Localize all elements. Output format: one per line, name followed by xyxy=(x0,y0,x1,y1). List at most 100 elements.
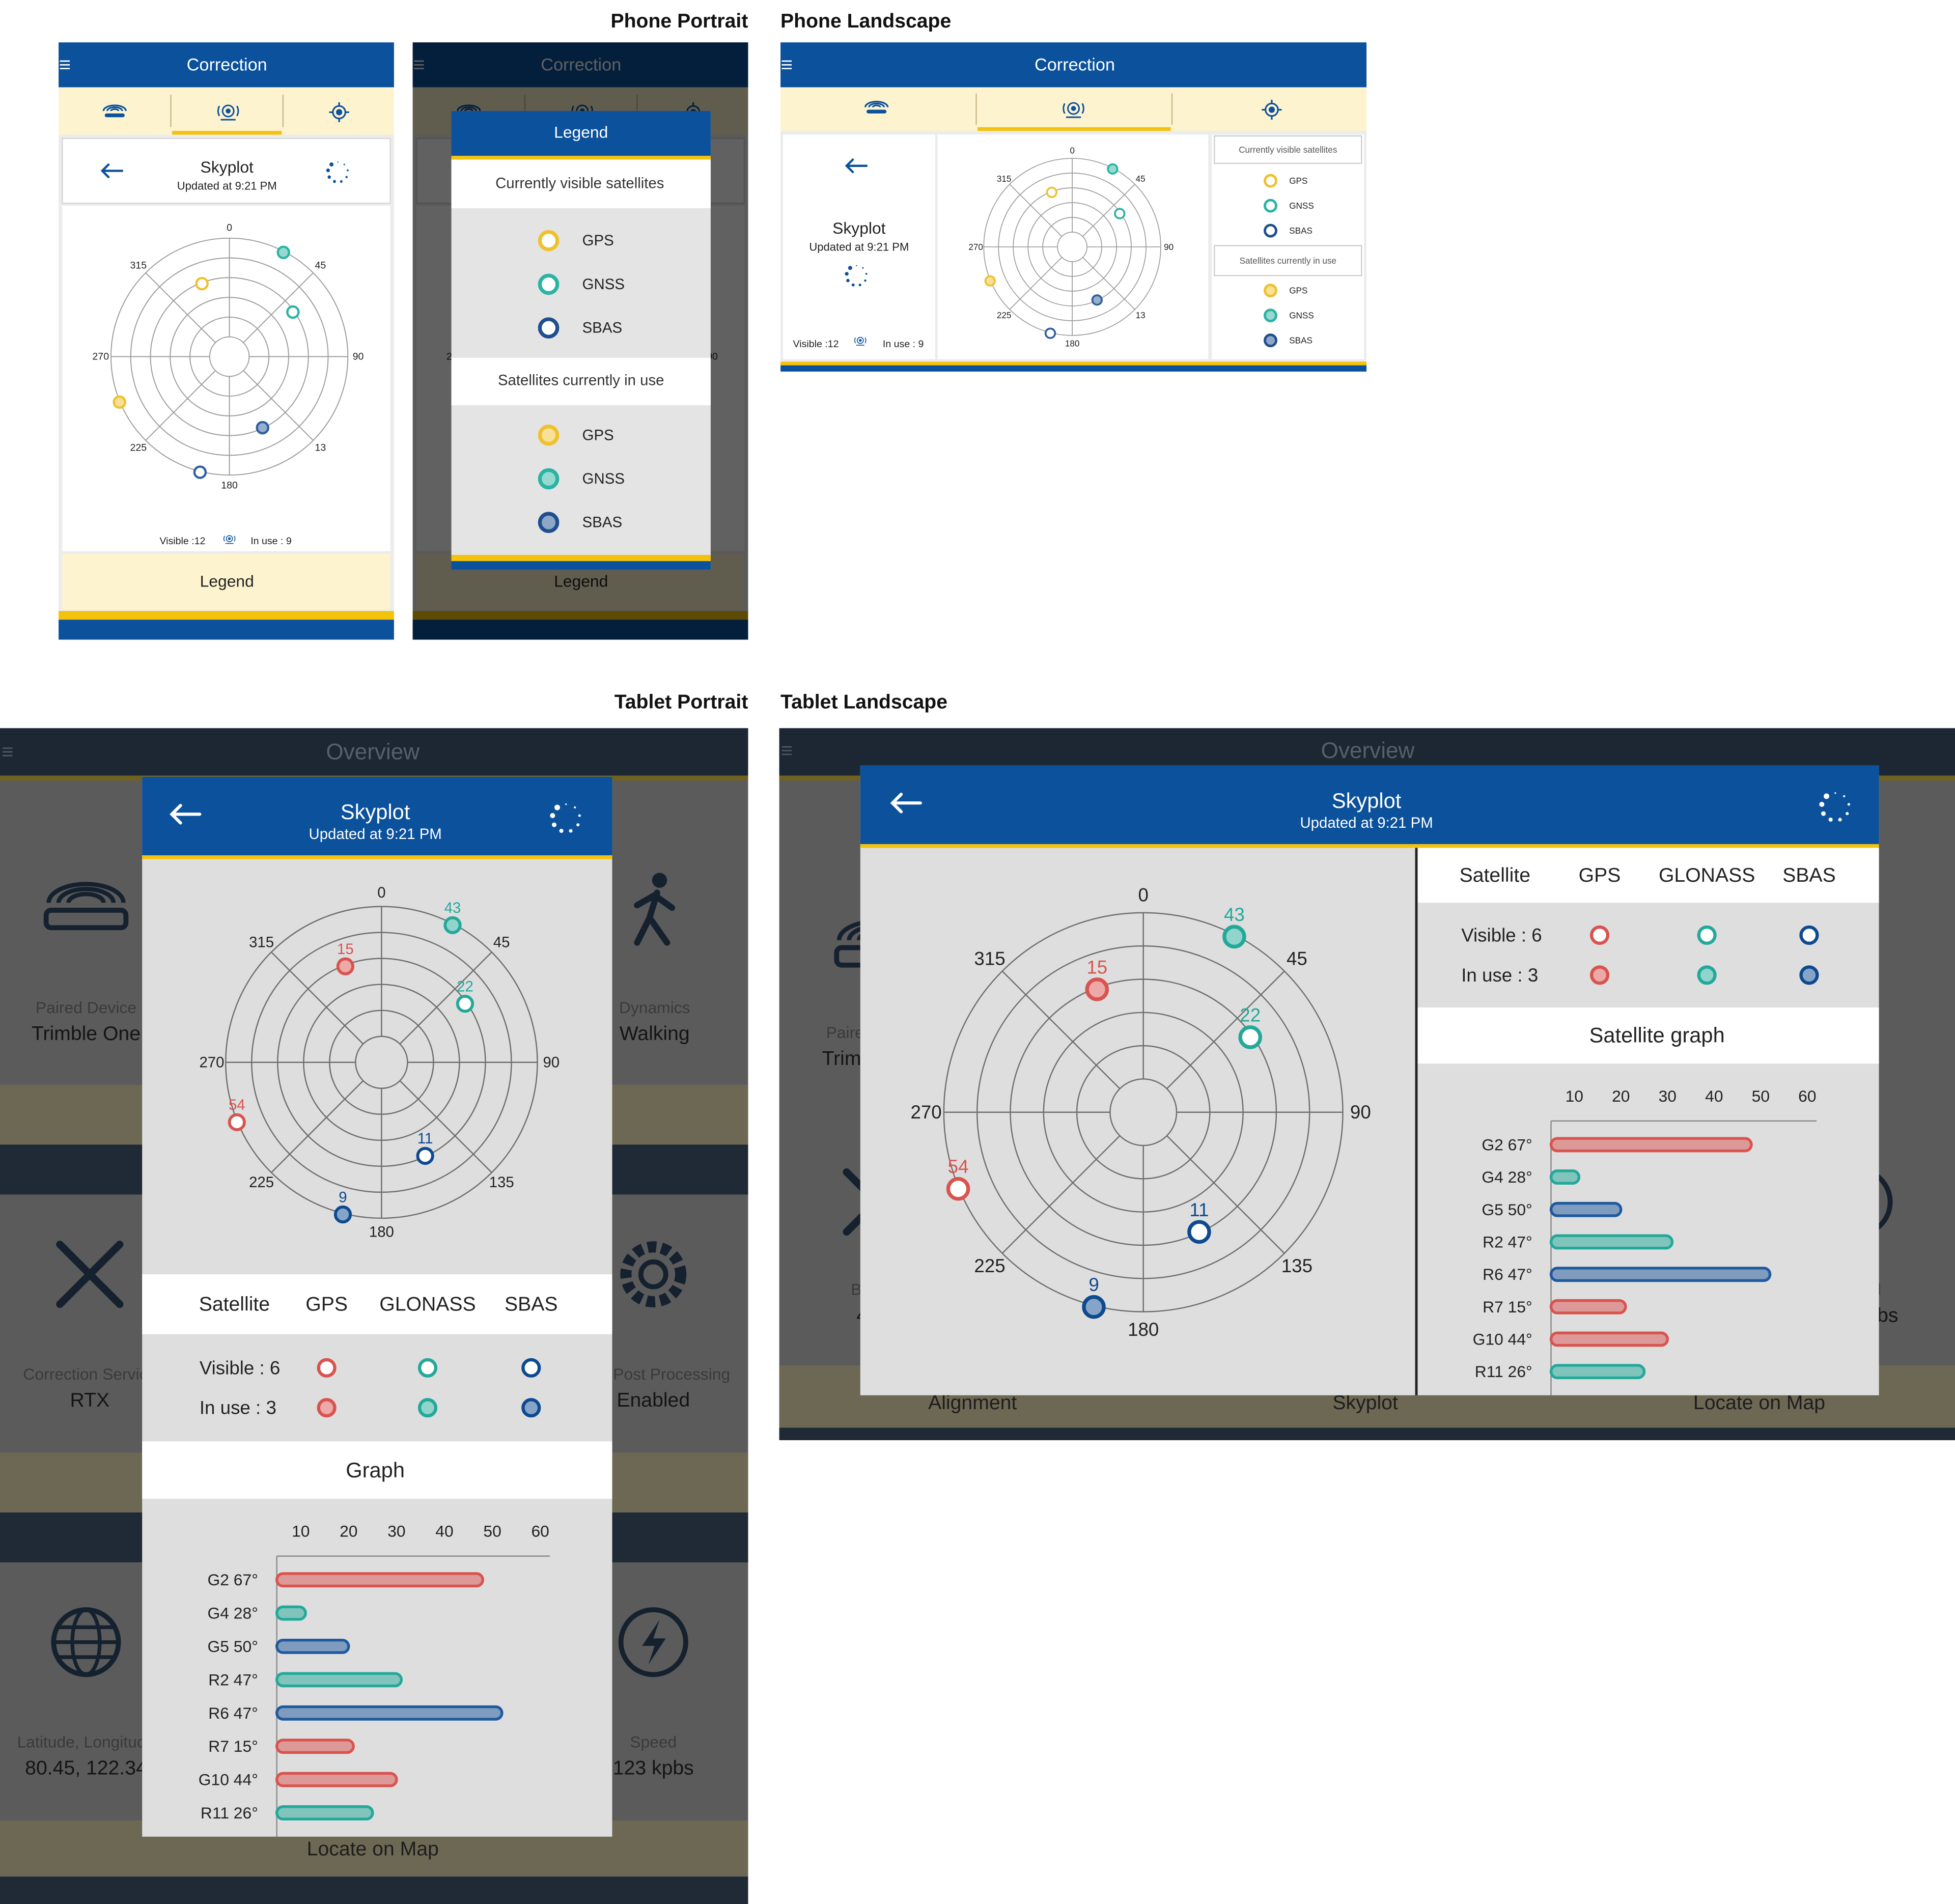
skyplot-spoke xyxy=(1082,257,1135,310)
status-marker xyxy=(1589,925,1610,945)
captions: Phone Portrait Phone Landscape Tablet Port… xyxy=(611,10,952,713)
legend-item: SBAS xyxy=(1289,335,1312,346)
table-header-cell: GLONASS xyxy=(379,1293,476,1315)
spinner xyxy=(343,163,345,165)
satellite xyxy=(416,1146,434,1165)
signal-bar xyxy=(1549,1267,1772,1282)
signal-bar xyxy=(275,1705,504,1721)
spinner xyxy=(858,284,861,287)
router-icon xyxy=(868,102,885,107)
section-bar xyxy=(0,1877,748,1904)
skyplot-spoke xyxy=(1082,184,1135,237)
app-bar xyxy=(0,728,748,776)
active-tab-indicator xyxy=(978,127,1171,131)
accent-line xyxy=(451,156,711,160)
compass-label: 180 xyxy=(1065,338,1080,348)
compass-label: 90 xyxy=(1164,242,1174,252)
signal-bar xyxy=(1549,1234,1674,1250)
compass-label: 135 xyxy=(1281,1255,1312,1276)
legend-marker xyxy=(1264,333,1277,348)
tile-icon xyxy=(652,873,667,888)
tile-value: Enabled xyxy=(617,1389,690,1411)
compass-label: 315 xyxy=(249,934,274,950)
skyplot-icon xyxy=(854,337,867,344)
status-marker xyxy=(317,1398,337,1418)
dialog-header xyxy=(451,110,711,156)
bar-label: R7 15° xyxy=(1483,1298,1532,1316)
section-title: Satellites currently in use xyxy=(498,372,664,389)
status-marker xyxy=(1697,925,1717,945)
skyplot-icon xyxy=(226,535,233,542)
back-arrow[interactable] xyxy=(890,793,922,814)
section-title: Currently visible satellites xyxy=(1239,145,1337,155)
status-marker xyxy=(417,1398,438,1418)
satellite xyxy=(195,276,209,291)
back-arrow[interactable] xyxy=(845,158,868,174)
app-title: Correction xyxy=(187,55,267,74)
location-icon xyxy=(1268,106,1275,113)
back-arrow[interactable] xyxy=(170,804,202,825)
signal-bar xyxy=(1549,1299,1627,1314)
spinner xyxy=(1847,803,1851,806)
spinner xyxy=(326,168,330,173)
skyplot-spoke xyxy=(399,951,492,1045)
section-caption: Tablet Landscape xyxy=(780,691,947,713)
section-caption: Tablet Portrait xyxy=(615,691,748,713)
router-icon xyxy=(104,113,125,118)
tile-icon xyxy=(46,882,126,903)
table-header xyxy=(1417,848,1879,903)
visible-count: Visible :12 xyxy=(793,339,839,350)
spinner xyxy=(345,176,348,179)
legend-item: GPS xyxy=(582,427,614,443)
skyplot-dialog-landscape: Skyplot Updated at 9:21 PM 0 45 90 135 180 225 2… xyxy=(860,765,1879,1395)
skyplot-spoke xyxy=(145,272,216,343)
signal-bar xyxy=(1549,1169,1581,1185)
legend-marker xyxy=(538,424,560,446)
skyplot-panel xyxy=(62,206,390,551)
status-marker xyxy=(1799,925,1819,945)
table-header-cell: Satellite xyxy=(1460,864,1530,886)
satellite-label: 9 xyxy=(1088,1274,1099,1295)
signal-bar xyxy=(1549,1331,1669,1347)
skyplot-spoke xyxy=(1001,1135,1121,1254)
status-marker xyxy=(521,1398,541,1418)
section-caption: Phone Landscape xyxy=(780,10,951,32)
legend-button[interactable] xyxy=(62,553,390,610)
status-marker xyxy=(317,1358,337,1378)
section-header xyxy=(451,159,711,209)
skyplot-icon xyxy=(1067,102,1080,115)
satellite xyxy=(1107,163,1119,175)
tile-icon xyxy=(634,889,676,946)
updated-time: Updated at 9:21 PM xyxy=(309,826,442,843)
satellite-label: 15 xyxy=(337,941,354,958)
skyplot-icon xyxy=(859,339,862,342)
graph-title: Graph xyxy=(346,1458,405,1482)
satellite-label: 15 xyxy=(1086,957,1107,977)
tile-value: Trimble One xyxy=(32,1023,141,1045)
tile-label: Paired Device xyxy=(36,998,136,1017)
status-marker xyxy=(417,1358,438,1378)
bar-label: G10 44° xyxy=(199,1771,258,1789)
legend-item: GPS xyxy=(1289,176,1307,186)
compass-label: 45 xyxy=(1136,174,1146,184)
satellite xyxy=(456,995,474,1013)
spinner xyxy=(864,279,867,282)
legend-marker xyxy=(538,317,560,339)
signal-bar xyxy=(1549,1137,1753,1153)
graph-tick-label: 50 xyxy=(483,1522,501,1541)
panel-divider xyxy=(1415,848,1418,1395)
tile-label: Dynamics xyxy=(619,998,690,1017)
spinner xyxy=(1821,811,1826,816)
tile-value: Walking xyxy=(620,1023,690,1045)
spinner xyxy=(1838,818,1842,822)
bar-label: R2 47° xyxy=(208,1670,258,1689)
table-header-cell: SBAS xyxy=(1782,864,1836,886)
legend-marker xyxy=(1264,223,1277,238)
accent-stripe xyxy=(780,361,1367,366)
screen-title: Skyplot xyxy=(201,158,254,176)
app-title: Overview xyxy=(1321,738,1415,763)
footer-link: Locate on Map xyxy=(307,1838,439,1860)
spinner xyxy=(337,161,339,163)
back-arrow[interactable] xyxy=(100,163,124,178)
